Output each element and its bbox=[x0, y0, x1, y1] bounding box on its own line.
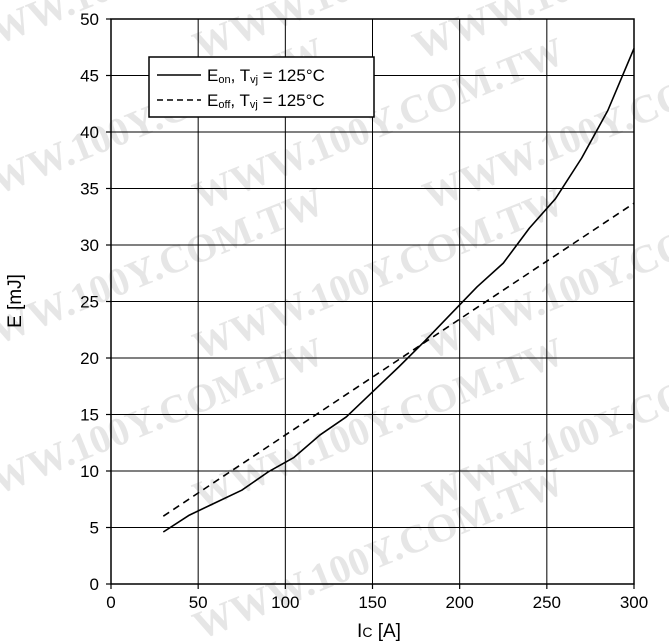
x-tick-label: 300 bbox=[620, 593, 648, 612]
watermark-text: WWW.100Y.COM.TW bbox=[0, 178, 331, 368]
y-tick-label: 15 bbox=[80, 406, 99, 425]
y-tick-label: 20 bbox=[80, 349, 99, 368]
x-tick-label: 50 bbox=[189, 593, 208, 612]
x-tick-label: 200 bbox=[445, 593, 473, 612]
x-tick-label: 150 bbox=[358, 593, 386, 612]
y-tick-label: 0 bbox=[90, 575, 99, 594]
y-tick-label: 10 bbox=[80, 462, 99, 481]
series-layer bbox=[162, 48, 635, 533]
legend-label-eon: Eon, Tvj = 125°C bbox=[207, 66, 325, 86]
y-tick-label: 25 bbox=[80, 293, 99, 312]
legend: Eon, Tvj = 125°C Eoff, Tvj = 125°C bbox=[148, 56, 375, 118]
y-tick-label: 45 bbox=[80, 67, 99, 86]
legend-label-eoff: Eoff, Tvj = 125°C bbox=[207, 91, 325, 111]
y-tick-label: 40 bbox=[80, 123, 99, 142]
legend-box bbox=[148, 56, 375, 118]
series-eoff-line bbox=[162, 202, 635, 517]
x-tick-label: 250 bbox=[533, 593, 561, 612]
ticks: 0 50 100 150 200 250 300 0 5 10 15 20 25 30 35 40 45 50 bbox=[80, 10, 648, 612]
watermark-text: WWW.100Y.COM.TW bbox=[0, 328, 331, 518]
x-tick-label: 100 bbox=[271, 593, 299, 612]
y-tick-label: 30 bbox=[80, 236, 99, 255]
x-tick-label: 0 bbox=[106, 593, 115, 612]
series-eon-line bbox=[162, 48, 635, 533]
x-axis-label: IC [A] bbox=[357, 621, 401, 642]
y-axis-label: E [mJ] bbox=[5, 274, 26, 328]
y-tick-label: 50 bbox=[80, 10, 99, 29]
y-tick-label: 5 bbox=[90, 519, 99, 538]
y-tick-label: 35 bbox=[80, 180, 99, 199]
